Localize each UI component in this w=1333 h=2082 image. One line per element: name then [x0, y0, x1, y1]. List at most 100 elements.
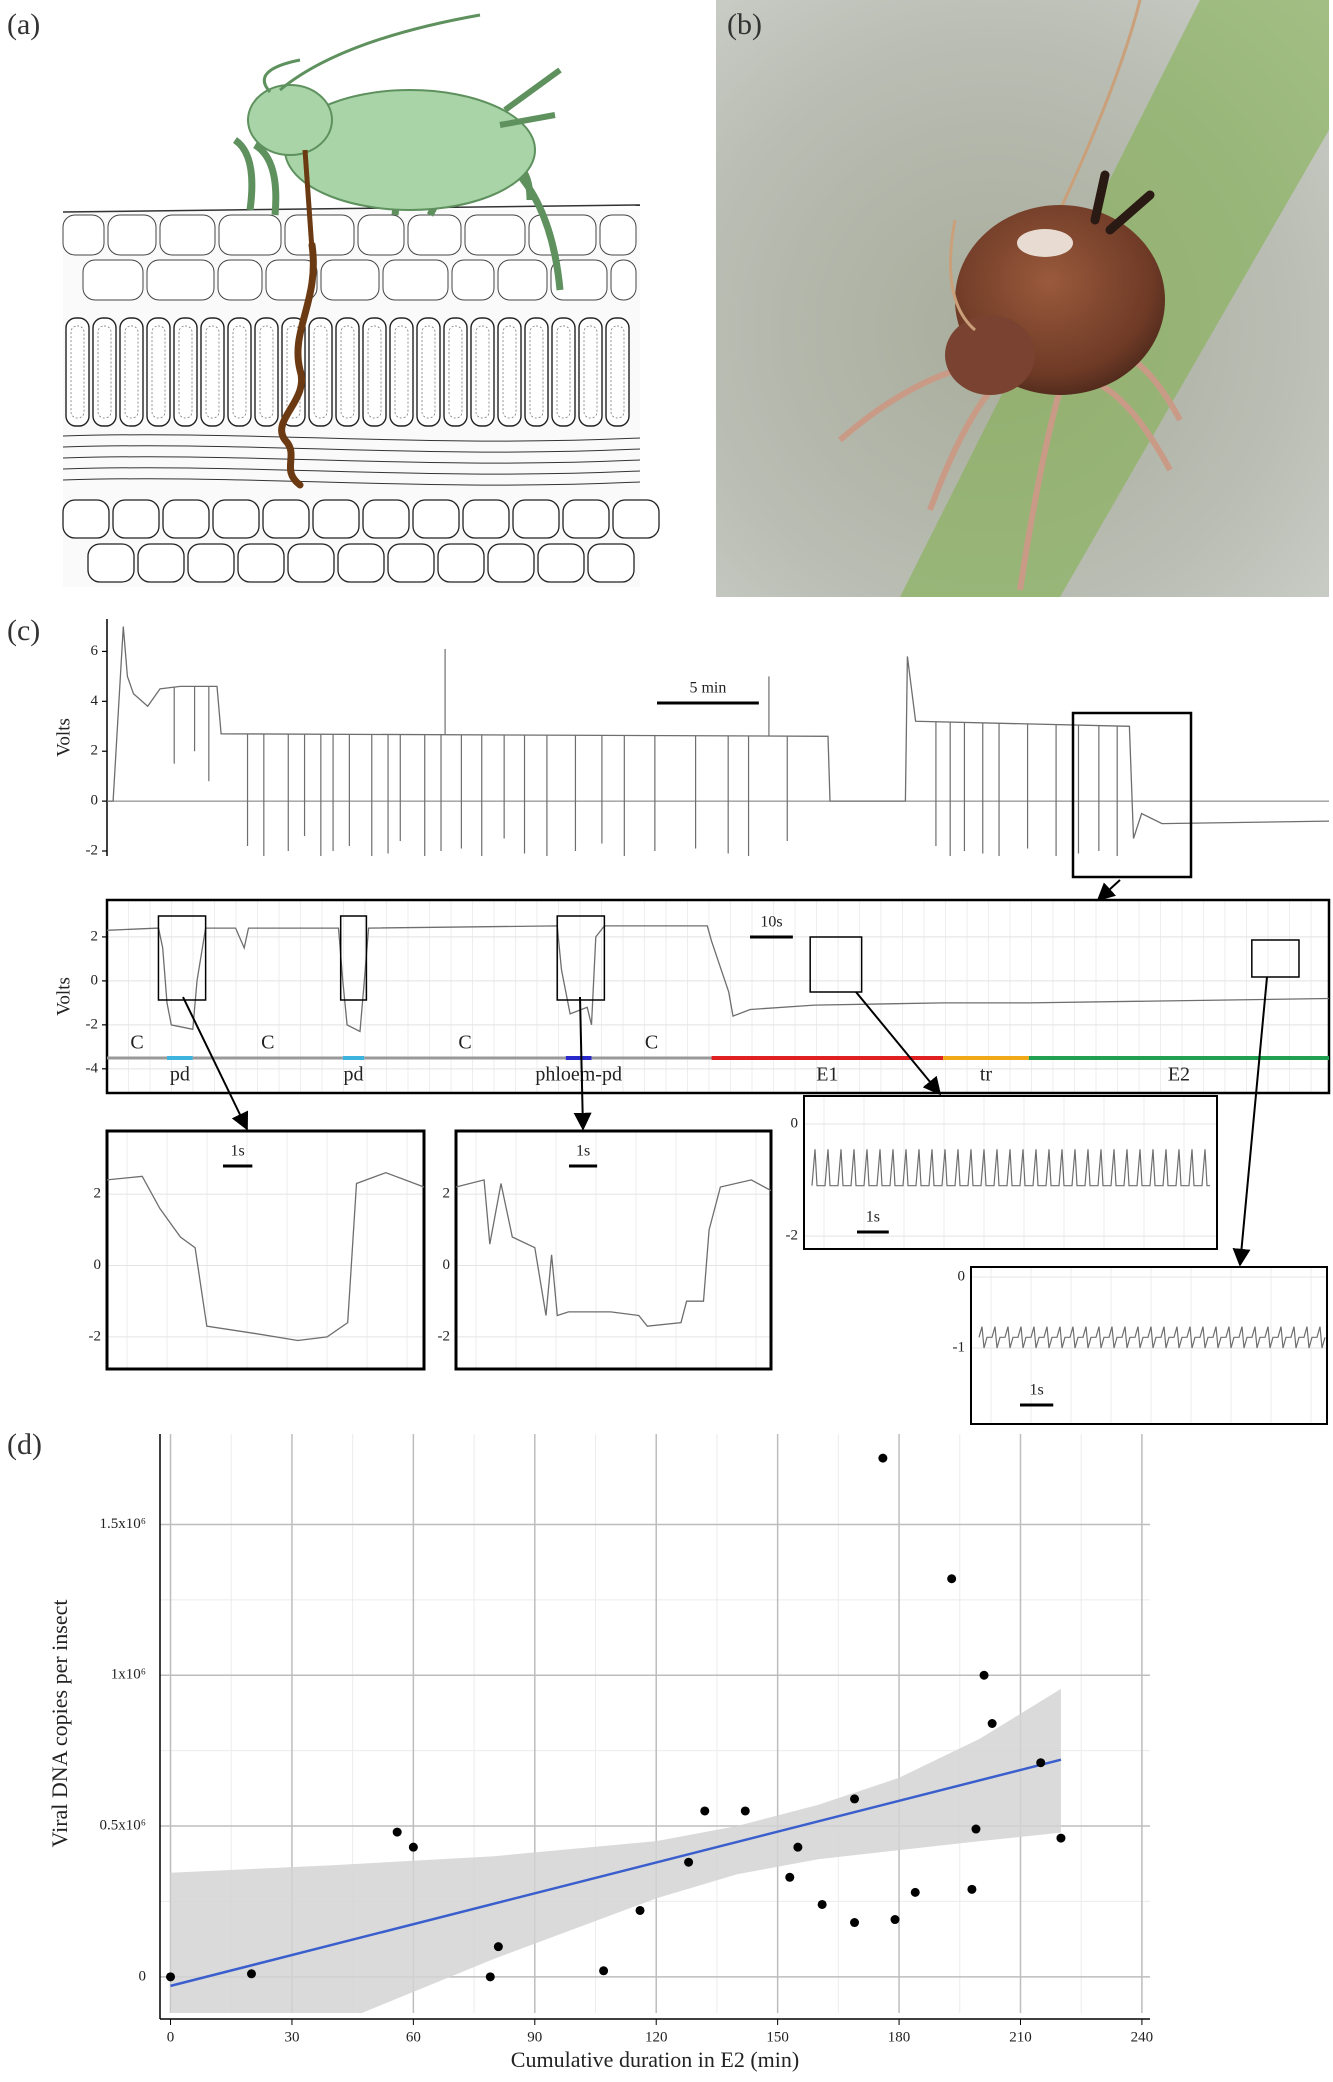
- palisade-cell: [173, 317, 198, 427]
- epidermis-cell: [407, 214, 462, 256]
- vascular-layer: [62, 467, 641, 475]
- epidermis-cell: [62, 214, 105, 256]
- cell-content: [529, 325, 544, 419]
- cell-content: [583, 325, 598, 419]
- epidermis-cell: [464, 214, 526, 256]
- cell-content: [502, 325, 517, 419]
- aphid-leg: [252, 142, 280, 216]
- phase-label: tr: [980, 1064, 993, 1086]
- leaf-surface: [62, 204, 641, 213]
- y-tick-label: 1.5x10⁶: [100, 1516, 146, 1532]
- lower-cell: [212, 499, 260, 539]
- panel-b-photo: [716, 0, 1329, 597]
- arrow: [1096, 879, 1121, 902]
- data-point: [979, 1670, 989, 1680]
- cell-content: [286, 325, 301, 419]
- palisade-cell: [308, 317, 333, 427]
- inset-frame: [454, 1129, 773, 1371]
- palisade-cell: [524, 317, 549, 427]
- phase-label: C: [458, 1032, 471, 1054]
- y-tick-label: 2: [94, 1186, 102, 1202]
- y-tick-label: 0: [91, 972, 99, 988]
- palisade-cell: [227, 317, 252, 427]
- inset: -2 0 1s: [786, 1095, 1218, 1250]
- epidermis-cell: [265, 259, 318, 301]
- lower-cell: [412, 499, 460, 539]
- zoom-region: [1071, 711, 1193, 879]
- y-axis-title: Volts: [53, 977, 74, 1016]
- epidermis-cell: [217, 259, 263, 301]
- data-point: [967, 1884, 977, 1894]
- fit-layer: [170, 1688, 1062, 2013]
- lower-cell: [237, 543, 285, 583]
- lower-cell: [512, 499, 560, 539]
- palisade-cell: [200, 317, 225, 427]
- scale-bar-label: 1s: [576, 1143, 590, 1160]
- data-point: [740, 1806, 750, 1816]
- epidermis-cell: [497, 259, 548, 301]
- wax-patch: [1017, 229, 1073, 257]
- lower-cell: [562, 499, 610, 539]
- scale-bar-label: 1s: [1030, 1382, 1044, 1399]
- inset: -1 0 1s: [953, 1266, 1328, 1425]
- y-tick-label: -2: [86, 1016, 99, 1032]
- panel-label: (a): [7, 8, 40, 41]
- vascular-layer: [62, 478, 641, 486]
- voltage-trace: [978, 1326, 1326, 1349]
- aphid-head: [945, 315, 1035, 395]
- x-tick-label: 120: [645, 2029, 668, 2045]
- epidermis-cell: [284, 214, 355, 256]
- palisade-cell: [605, 317, 630, 427]
- data-point: [785, 1872, 795, 1882]
- epidermis-cell: [599, 214, 637, 256]
- data-point: [910, 1887, 920, 1897]
- cell-content: [124, 325, 139, 419]
- data-point: [408, 1842, 418, 1852]
- voltage-trace: [107, 626, 1330, 839]
- zoom-region: [157, 915, 207, 1001]
- aphid-antenna: [262, 58, 301, 94]
- scale-bar-label: 1s: [231, 1143, 245, 1160]
- data-point: [1036, 1758, 1046, 1768]
- y-tick-label: 6: [91, 643, 99, 659]
- antenna: [1058, 0, 1142, 211]
- stylet-track: [278, 241, 317, 489]
- data-point: [890, 1915, 900, 1925]
- epidermis-cell: [382, 259, 449, 301]
- cell-content: [556, 325, 571, 419]
- voltage-trace: [106, 1172, 425, 1342]
- palisade-cell: [119, 317, 144, 427]
- data-point: [971, 1824, 981, 1834]
- voltage-trace: [106, 925, 1330, 1033]
- cell-content: [610, 325, 625, 419]
- cell-content: [151, 325, 166, 419]
- x-tick-label: 60: [406, 2029, 421, 2045]
- lower-cell: [437, 543, 485, 583]
- panel-c: -2 0 2 4 6 Volts 5 min -4 -2 0 2 Volts 10s Cpd Cpd Cphl…: [53, 619, 1331, 1425]
- epidermis-cell: [357, 214, 405, 256]
- cell-content: [232, 325, 247, 419]
- y-tick-label: 2: [91, 743, 99, 759]
- lower-cell: [487, 543, 535, 583]
- arrow: [182, 996, 249, 1131]
- aphid-leg: [512, 167, 564, 291]
- palisade-cell: [362, 317, 387, 427]
- y-tick-label: 0: [791, 1115, 799, 1131]
- epidermis-cell: [218, 214, 282, 256]
- epidermis-cell: [451, 259, 495, 301]
- data-point: [700, 1806, 710, 1816]
- y-tick-label: 1x10⁶: [111, 1667, 146, 1683]
- cell-content: [448, 325, 463, 419]
- cell-content: [97, 325, 112, 419]
- data-point: [392, 1827, 402, 1837]
- data-point: [166, 1972, 176, 1982]
- y-tick-label: 0.5x10⁶: [100, 1817, 146, 1833]
- cell-content: [340, 325, 355, 419]
- lower-cell: [587, 543, 635, 583]
- lower-cell: [87, 543, 135, 583]
- cell-content: [475, 325, 490, 419]
- y-tick-label: -4: [86, 1060, 99, 1076]
- lower-cell: [187, 543, 235, 583]
- aphid-rostrum: [302, 149, 315, 251]
- voltage-trace: [811, 1149, 1210, 1187]
